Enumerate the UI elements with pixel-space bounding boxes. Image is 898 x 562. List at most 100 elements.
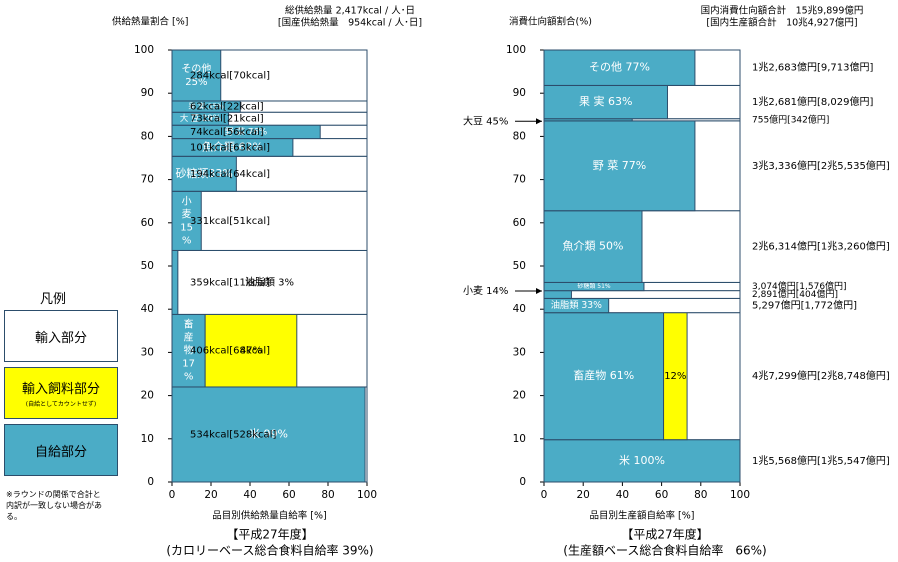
legend-import-label: 輸入部分 — [34, 330, 87, 346]
legend-feed-label: 輸入飼料部分 — [21, 382, 100, 397]
chart2-bar-魚介類-label: 魚介類 50% — [563, 240, 624, 253]
chart1-bar-畜産物-label-line: 17 — [182, 359, 195, 370]
chart2-bar-小麦-import — [543, 290, 741, 299]
chart1-caption-line: 【平成27年度】 — [226, 527, 313, 542]
chart2-bar-米-value-label: 1兆5,568億円[1兆5,547億円] — [752, 454, 890, 467]
chart1-x-tick-label: 100 — [357, 489, 377, 501]
chart1-bar-その他-label-line: その他 — [181, 62, 211, 75]
chart1-y-tick-label: 20 — [141, 390, 154, 402]
chart2-x-tick-label: 20 — [577, 489, 590, 501]
chart1-y-axis-label: 供給熱量割合 [%] — [112, 16, 188, 28]
chart1-y-tick-label: 0 — [147, 476, 154, 488]
chart1-bar-畜産物-feed-label: 47% — [240, 346, 262, 357]
chart2-x-tick-label: 100 — [730, 489, 750, 501]
chart2-bar-小麦-value-label: 2,891億円[404億円] — [752, 288, 838, 300]
chart1-bar-米-self — [171, 386, 366, 483]
chart2-bar-畜産物-label: 畜産物 61% — [573, 368, 634, 382]
chart1-bar-大豆-label: 大 豆 29% — [180, 113, 221, 123]
chart2-y-tick-label: 90 — [513, 87, 526, 99]
legend-title: 凡例 — [40, 292, 67, 307]
chart2-y-tick-label: 70 — [513, 174, 526, 186]
chart1-x-tick-label: 40 — [243, 489, 256, 501]
chart1-bar-砂糖類-value-label: 194kcal[64kcal] — [190, 169, 270, 180]
chart2-callout-label-1: 小麦 14% — [463, 285, 508, 297]
chart2-bar-大豆-value-label: 755億円[342億円] — [752, 113, 829, 125]
chart1-header-line: [国産供給熱量 954kcal / 人･日] — [278, 17, 422, 29]
chart2-bar-果実-self — [543, 84, 668, 120]
chart2-caption-line: (生産額ベース総合食料自給率 66%) — [563, 543, 766, 558]
chart1-bar-野菜-label: 野 菜 76% — [225, 125, 267, 137]
chart1-bar-小麦-self — [171, 190, 202, 251]
chart1-x-tick-label: 0 — [169, 489, 176, 501]
chart2-bar-その他-value-label: 1兆2,683億円[9,713億円] — [752, 61, 874, 74]
chart1-bar-小麦-value-label: 331kcal[51kcal] — [190, 216, 270, 227]
chart2-bar-砂糖類-label: 砂糖類 51% — [577, 282, 611, 290]
chart2-y-tick-label: 0 — [519, 476, 526, 488]
chart1-bar-砂糖類-label: 砂糖類33% — [175, 166, 232, 180]
chart1-bar-砂糖類-self — [171, 155, 237, 192]
chart1-bar-魚介類-value-label: 101kcal[63kcal] — [190, 142, 270, 153]
chart1-bar-畜産物-label-line: 産 — [184, 331, 194, 344]
chart1-bar-油脂類-value-label: 359kcal[11kcal] — [190, 277, 270, 288]
chart2-bar-油脂類-value-label: 5,297億円[1,772億円] — [752, 299, 857, 312]
chart2-y-tick-label: 30 — [513, 346, 526, 358]
chart2-bar-果実-value-label: 1兆2,681億円[8,029億円] — [752, 95, 874, 108]
chart2-bar-果実-label: 果 実 63% — [579, 94, 632, 108]
chart2-callout-label-0: 大豆 45% — [463, 114, 508, 127]
chart1-caption-line: (カロリーベース総合食料自給率 39%) — [166, 543, 373, 558]
chart2-bar-畜産物-feed-label: 12% — [664, 371, 686, 382]
chart2-y-tick-label: 80 — [513, 130, 526, 142]
chart2-x-tick-label: 60 — [655, 489, 668, 501]
chart2-y-axis-label: 消費仕向額割合(%) — [509, 16, 592, 28]
chart1-x-tick-label: 80 — [321, 489, 334, 501]
chart1-bar-大豆-value-label: 73kcal[21kcal] — [190, 114, 264, 125]
chart2-bar-その他-self — [543, 49, 696, 86]
legend-self-label: 自給部分 — [34, 444, 87, 460]
chart1-x-tick-label: 20 — [204, 489, 217, 501]
chart2-x-tick-label: 80 — [694, 489, 707, 501]
chart2-bar-油脂類-label: 油脂類 33% — [551, 299, 602, 311]
chart1-bar-魚介類-label: 魚介類 62% — [202, 140, 263, 153]
chart1-bar-畜産物-label-line: 物 — [184, 344, 194, 357]
chart1-bar-果実-value-label: 62kcal[22kcal] — [190, 102, 264, 113]
chart2-bar-米-self — [543, 439, 741, 483]
chart1-bar-果実-label: 果 実 35% — [188, 102, 224, 111]
legend-self-box: 自給部分 — [4, 424, 118, 476]
chart1-y-tick-label: 90 — [141, 87, 154, 99]
chart2-bar-その他-label: その他 77% — [589, 61, 650, 74]
chart2-y-tick-label: 100 — [506, 44, 526, 56]
chart2-header-line: [国内生産額合計 10兆4,927億円] — [706, 17, 857, 29]
chart1-y-tick-label: 10 — [141, 433, 154, 445]
chart2-bar-小麦-self — [543, 290, 572, 299]
chart1-bar-小麦-label-line: 麦 — [182, 208, 192, 220]
chart2-callout-arrowhead-0 — [536, 118, 542, 125]
chart1-bar-畜産物-value-label: 406kcal[68kcal] — [190, 346, 270, 357]
chart2-caption-line: 【平成27年度】 — [621, 527, 708, 542]
chart2-x-axis-label: 品目別生産額自給率 [%] — [590, 510, 695, 522]
chart2-bar-野菜-label: 野 菜 77% — [593, 159, 646, 172]
chart1-bar-畜産物-feed — [204, 313, 298, 388]
chart1-bar-油脂類-self — [171, 249, 179, 315]
chart2-bar-畜産物-value-label: 4兆7,299億円[2兆8,748億円] — [752, 369, 890, 382]
legend-feed-sublabel: (自給としてカウントせず) — [25, 401, 97, 408]
chart1-bar-その他-self — [171, 49, 222, 102]
chart1-bar-小麦-label-line: % — [182, 235, 192, 246]
chart1-bar-油脂類-label: 油脂類 3% — [245, 275, 294, 288]
chart2-bar-砂糖類-value-label: 3,074億円[1,576億円] — [752, 280, 847, 292]
chart2-y-tick-label: 10 — [513, 433, 526, 445]
chart1-x-tick-label: 60 — [282, 489, 295, 501]
chart1-bar-その他-label-line: 25% — [185, 77, 207, 88]
chart2-x-tick-label: 0 — [541, 489, 548, 501]
chart2-bar-魚介類-value-label: 2兆6,314億円[1兆3,260億円] — [752, 240, 890, 253]
chart1-bar-小麦-label-line: 小 — [182, 195, 192, 207]
chart1-bar-その他-value-label: 284kcal[70kcal] — [190, 70, 270, 81]
chart2-bar-野菜-self — [543, 120, 696, 212]
chart1-bar-畜産物-self — [171, 313, 206, 388]
chart2-bar-米-label: 米 100% — [619, 454, 665, 467]
chart1-bar-小麦-label-line: 15 — [180, 222, 193, 233]
chart1-y-tick-label: 50 — [141, 260, 154, 272]
chart1-bar-野菜-value-label: 74kcal[56kcal] — [190, 127, 264, 138]
chart2-callout-arrowhead-1 — [536, 288, 542, 295]
chart2-bar-野菜-value-label: 3兆3,336億円[2兆5,535億円] — [752, 159, 890, 172]
